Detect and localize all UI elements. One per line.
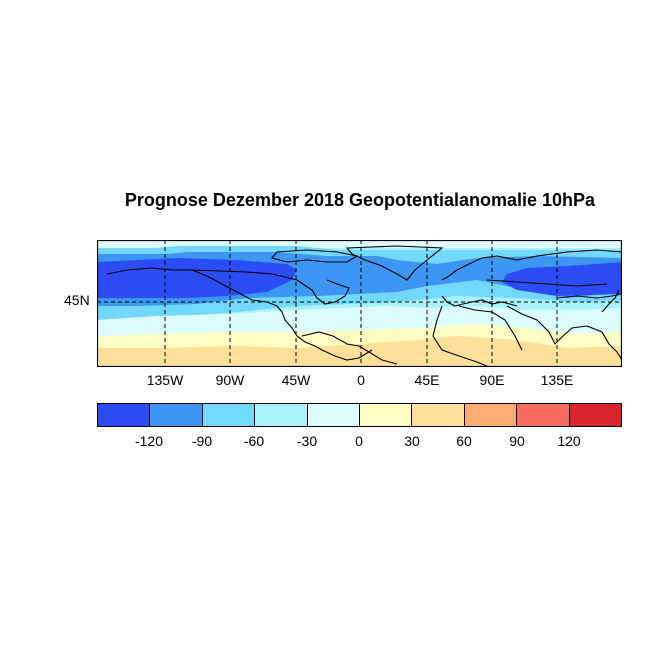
lon-label-0: 0	[357, 372, 365, 388]
chart-title: Prognose Dezember 2018 Geopotentialanoma…	[124, 190, 596, 210]
lon-label-45e: 45E	[414, 372, 440, 388]
colorbar-segment	[464, 404, 518, 426]
colorbar-segment	[412, 404, 465, 426]
lon-label-90e: 90E	[479, 372, 505, 388]
lon-label-135w: 135W	[146, 372, 184, 388]
lon-label-135e: 135E	[540, 372, 574, 388]
colorbar-segment	[150, 404, 203, 426]
colorbar	[97, 403, 622, 427]
colorbar-label: 120	[557, 433, 581, 449]
colorbar-segment	[98, 404, 151, 426]
colorbar-segment	[517, 404, 570, 426]
colorbar-segment	[255, 404, 308, 426]
colorbar-label: -120	[134, 433, 164, 449]
lon-label-90w: 90W	[215, 372, 245, 388]
colorbar-label: 60	[456, 433, 472, 449]
anomaly-map	[97, 240, 622, 367]
colorbar-label: 30	[404, 433, 420, 449]
colorbar-segment	[307, 404, 361, 426]
colorbar-label: -90	[191, 433, 213, 449]
colorbar-segment	[202, 404, 256, 426]
colorbar-segment	[569, 404, 622, 426]
colorbar-label: 90	[509, 433, 525, 449]
lon-label-45w: 45W	[281, 372, 311, 388]
colorbar-label: -30	[296, 433, 318, 449]
colorbar-label: 0	[355, 433, 363, 449]
colorbar-label: -60	[243, 433, 265, 449]
colorbar-segment	[360, 404, 413, 426]
lat-label-45n: 45N	[64, 292, 90, 308]
